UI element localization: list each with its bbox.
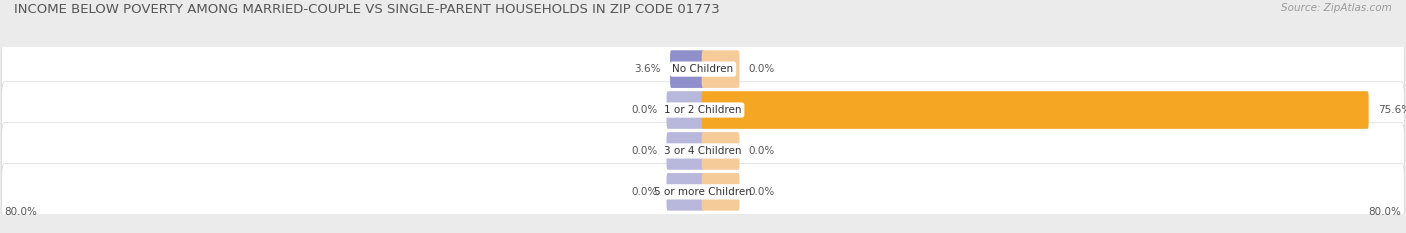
Text: 0.0%: 0.0% bbox=[749, 146, 775, 156]
Text: 0.0%: 0.0% bbox=[749, 187, 775, 197]
FancyBboxPatch shape bbox=[1, 41, 1405, 97]
FancyBboxPatch shape bbox=[1, 123, 1405, 179]
FancyBboxPatch shape bbox=[666, 132, 704, 170]
Text: 5 or more Children: 5 or more Children bbox=[654, 187, 752, 197]
Text: 75.6%: 75.6% bbox=[1378, 105, 1406, 115]
Text: 80.0%: 80.0% bbox=[4, 207, 38, 217]
FancyBboxPatch shape bbox=[666, 91, 704, 129]
Text: Source: ZipAtlas.com: Source: ZipAtlas.com bbox=[1281, 3, 1392, 14]
Text: 80.0%: 80.0% bbox=[1368, 207, 1402, 217]
FancyBboxPatch shape bbox=[1, 82, 1405, 138]
Text: 1 or 2 Children: 1 or 2 Children bbox=[664, 105, 742, 115]
FancyBboxPatch shape bbox=[702, 132, 740, 170]
Text: 3.6%: 3.6% bbox=[634, 64, 661, 74]
FancyBboxPatch shape bbox=[671, 50, 704, 88]
FancyBboxPatch shape bbox=[702, 173, 740, 211]
FancyBboxPatch shape bbox=[666, 173, 704, 211]
FancyBboxPatch shape bbox=[702, 91, 1368, 129]
Text: 0.0%: 0.0% bbox=[631, 187, 657, 197]
Text: 0.0%: 0.0% bbox=[631, 105, 657, 115]
Text: 0.0%: 0.0% bbox=[631, 146, 657, 156]
Text: INCOME BELOW POVERTY AMONG MARRIED-COUPLE VS SINGLE-PARENT HOUSEHOLDS IN ZIP COD: INCOME BELOW POVERTY AMONG MARRIED-COUPL… bbox=[14, 3, 720, 17]
Text: 3 or 4 Children: 3 or 4 Children bbox=[664, 146, 742, 156]
FancyBboxPatch shape bbox=[1, 164, 1405, 220]
FancyBboxPatch shape bbox=[702, 50, 740, 88]
Text: 0.0%: 0.0% bbox=[749, 64, 775, 74]
Text: No Children: No Children bbox=[672, 64, 734, 74]
